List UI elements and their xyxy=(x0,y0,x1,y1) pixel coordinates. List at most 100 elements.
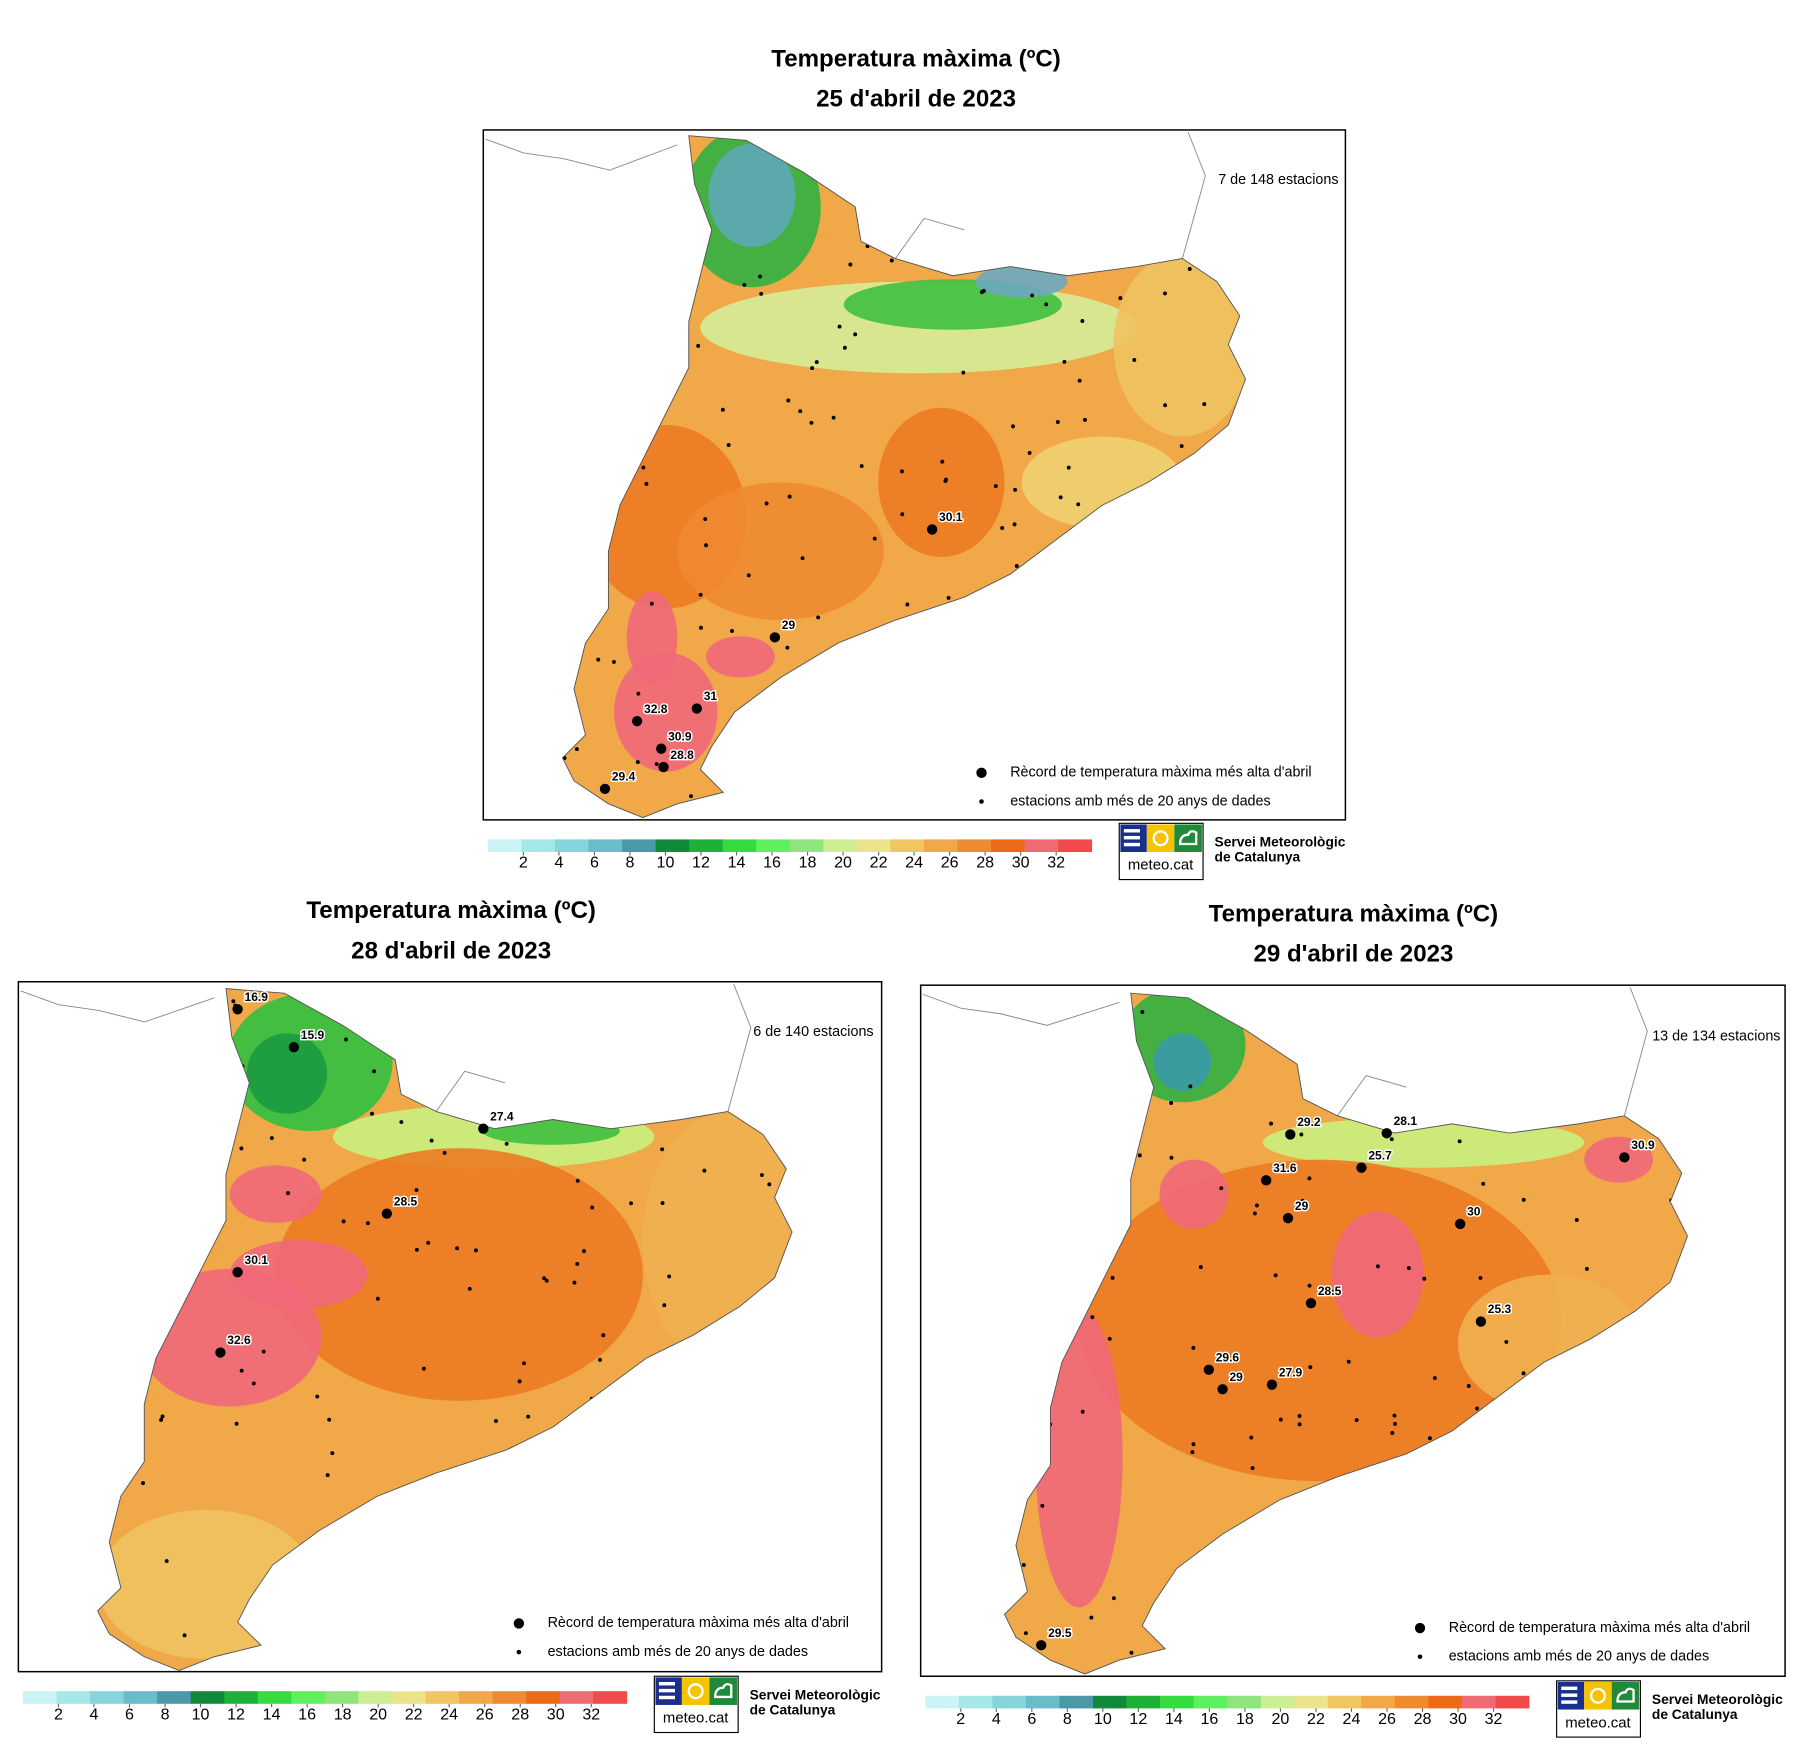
colorbar-tick-label: 28 xyxy=(511,1706,529,1724)
record-label: 28.5 xyxy=(1318,1284,1342,1298)
station-dot xyxy=(1030,293,1035,298)
logo-cloud xyxy=(1616,1687,1635,1703)
legend-station-dot xyxy=(979,799,984,804)
colorbar-tick-label: 14 xyxy=(1165,1710,1183,1728)
station-dot xyxy=(1111,1596,1116,1601)
record-label: 32.8 xyxy=(644,702,668,716)
station-dot xyxy=(330,1451,335,1456)
logo-yellow xyxy=(681,1677,710,1705)
colorbar-tick-label: 32 xyxy=(1485,1710,1503,1728)
station-dot xyxy=(1273,1273,1278,1278)
colorbar-tick-label: 18 xyxy=(1236,1710,1254,1728)
map-title: Temperatura màxima (ºC) xyxy=(306,897,596,924)
map-date: 28 d'abril de 2023 xyxy=(351,937,551,964)
record-label: 30.1 xyxy=(245,1253,269,1267)
logo-cloud xyxy=(1178,830,1198,846)
colorbar-bin xyxy=(1024,839,1059,853)
colorbar-tick-label: 8 xyxy=(1063,1710,1072,1728)
logo-org: Servei Meteorològic xyxy=(1215,834,1346,849)
station-dot xyxy=(696,343,701,348)
station-count: 6 de 140 estacions xyxy=(753,1024,873,1040)
record-label: 27.9 xyxy=(1279,1365,1303,1379)
station-dot xyxy=(239,1368,244,1373)
colorbar-tick-label: 2 xyxy=(519,854,528,872)
colorbar-tick-label: 12 xyxy=(227,1706,245,1724)
station-dot xyxy=(1179,444,1184,448)
station-dot xyxy=(1132,358,1137,362)
temperature-zone xyxy=(1113,252,1246,437)
temperature-zone xyxy=(1079,1159,1562,1482)
station-dot xyxy=(1012,522,1017,527)
record-station xyxy=(1619,1152,1630,1163)
logo-bar xyxy=(1123,842,1140,847)
record-label: 30.9 xyxy=(1631,1138,1655,1152)
station-dot xyxy=(1140,1010,1145,1014)
temperature-zone xyxy=(705,636,775,678)
record-station xyxy=(1475,1316,1487,1327)
station-dot xyxy=(1080,1409,1085,1414)
colorbar-tick-label: 16 xyxy=(298,1706,316,1724)
colorbar-bin xyxy=(521,839,556,853)
temperature-zone xyxy=(1035,1308,1123,1608)
colorbar-tick-label: 4 xyxy=(554,854,563,872)
record-station xyxy=(478,1123,489,1134)
temperature-zone xyxy=(1331,1211,1424,1338)
station-dot xyxy=(261,1349,266,1354)
colorbar-tick-label: 14 xyxy=(728,854,746,872)
station-dot xyxy=(900,512,905,517)
station-dot xyxy=(1202,402,1207,407)
station-dot xyxy=(1163,403,1168,408)
record-station xyxy=(658,761,669,773)
colorbar-tick-label: 2 xyxy=(956,1710,965,1728)
record-label: 25.3 xyxy=(1488,1302,1512,1316)
station-dot xyxy=(726,443,731,447)
station-dot xyxy=(1422,1276,1427,1281)
record-label: 29.2 xyxy=(1297,1115,1321,1129)
station-dot xyxy=(946,595,951,600)
station-dot xyxy=(1066,465,1071,470)
station-dot xyxy=(800,556,805,561)
legend-record-dot xyxy=(976,767,987,778)
station-dot xyxy=(758,274,763,279)
record-label: 28.1 xyxy=(1394,1114,1418,1128)
station-dot xyxy=(370,1111,374,1116)
border-line xyxy=(1336,1075,1407,1117)
record-station xyxy=(1217,1384,1228,1395)
station-dot xyxy=(1191,1442,1196,1447)
colorbar-bin xyxy=(622,839,656,853)
colorbar-bin xyxy=(991,839,1025,853)
colorbar-tick-label: 24 xyxy=(440,1706,458,1724)
station-dot xyxy=(1254,1203,1259,1208)
border-line xyxy=(895,217,965,259)
station-dot xyxy=(601,1333,606,1338)
record-label: 15.9 xyxy=(301,1028,325,1042)
station-dot xyxy=(1574,1217,1579,1222)
station-dot xyxy=(1521,1197,1526,1202)
station-dot xyxy=(1278,1417,1283,1422)
colorbar-bin xyxy=(958,1695,993,1709)
temperature-zone xyxy=(677,482,884,621)
station-dot xyxy=(542,1276,546,1281)
logo-org: Servei Meteorològic xyxy=(1652,1692,1783,1707)
logo-brand: meteo.cat xyxy=(1565,1714,1631,1731)
station-dot xyxy=(1521,1371,1526,1376)
station-dot xyxy=(1000,526,1005,530)
legend-station-dot xyxy=(516,1649,522,1655)
station-dot xyxy=(1346,1359,1351,1364)
station-dot xyxy=(1249,1435,1254,1440)
colorbar-tick-label: 20 xyxy=(369,1706,387,1724)
record-station xyxy=(769,632,781,643)
station-dot xyxy=(859,464,864,468)
station-dot xyxy=(426,1240,431,1245)
logo-green xyxy=(709,1677,737,1705)
station-dot xyxy=(442,1150,447,1155)
map-date: 25 d'abril de 2023 xyxy=(816,85,1016,112)
map-title: Temperatura màxima (ºC) xyxy=(1209,901,1499,928)
logo-sun xyxy=(1589,1687,1606,1704)
colorbar-bin xyxy=(957,839,992,853)
station-dot xyxy=(842,345,847,350)
station-dot xyxy=(1389,1137,1394,1142)
station-dot xyxy=(810,366,815,371)
station-dot xyxy=(730,628,734,633)
colorbar-bin xyxy=(593,1691,628,1704)
